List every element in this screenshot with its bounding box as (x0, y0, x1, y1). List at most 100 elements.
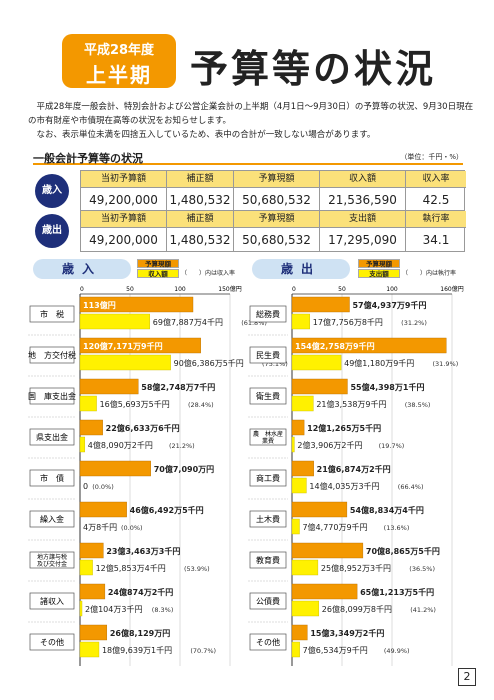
revenue-chart-heading: 歳入 (33, 259, 131, 279)
rate-label: (36.5%) (409, 565, 435, 573)
table-cell: 49,200,000 (81, 228, 167, 252)
budget-bar (79, 542, 104, 559)
budget-value-label: 120億7,171万9千円 (83, 341, 163, 351)
budget-bar (79, 378, 139, 395)
budget-bar (291, 501, 348, 518)
budget-bar (291, 337, 447, 354)
budget-value-label: 46億6,492万5千円 (130, 505, 204, 515)
table-cell: 49,200,000 (81, 188, 167, 212)
rate-label: (75.1%) (262, 360, 288, 368)
rate-label: (19.7%) (379, 442, 405, 450)
table-header: 予算現額 (234, 171, 320, 188)
legend-note: （ ）内は収入率 (181, 270, 236, 277)
expenditure-legend: 予算現額 支出額 （ ）内は執行率 (358, 259, 466, 279)
category-label-box (29, 592, 75, 610)
budget-value-label: 21億6,874万2千円 (317, 464, 391, 474)
category-label: 農 林水産 (253, 430, 283, 438)
x-tick-label: 50 (126, 286, 134, 293)
rate-label: (53.9%) (184, 565, 210, 573)
budget-bar (291, 583, 358, 600)
category-label-box (249, 305, 287, 323)
rate-label: (38.5%) (405, 401, 431, 409)
legend-budget: 予算現額 (137, 259, 179, 268)
category-label-box (249, 428, 287, 446)
category-label: 国 庫支出金 (28, 391, 76, 401)
budget-bar (79, 419, 103, 436)
actual-bar (79, 313, 150, 330)
intro-paragraph-2: なお、表示単位未満を四捨五入しているため、表中の合計が一致しない場合があります。 (36, 130, 376, 140)
table-cell: 42.5 (422, 193, 450, 207)
budget-bar (79, 337, 201, 354)
budget-value-label: 113億円 (83, 300, 116, 310)
actual-bar (291, 559, 319, 576)
category-label-box (249, 551, 287, 569)
budget-value-label: 12億1,265万5千円 (307, 423, 381, 433)
category-label-box (29, 510, 75, 528)
budget-bar (79, 624, 108, 641)
rate-label: (8.3%) (152, 606, 174, 614)
category-label: その他 (256, 637, 280, 647)
actual-bar (79, 395, 97, 412)
budget-value-label: 22億6,633万6千円 (106, 423, 180, 433)
category-label: 繰入金 (40, 514, 64, 524)
actual-bar (291, 354, 342, 371)
rate-label: (31.2%) (401, 319, 427, 327)
actual-value-label: 12億5,853万4千円 (96, 563, 166, 573)
actual-value-label: 7億4,770万9千円 (302, 522, 367, 532)
x-tick-label: 150億円 (218, 285, 241, 293)
budget-bar (291, 542, 364, 559)
actual-value-label: 26億8,099万8千円 (322, 604, 392, 614)
table-cell: 17,295,090 (320, 228, 406, 252)
intro-text: 平成28年度一般会計、特別会計および公営企業会計の上半期（4月1日～9月30日）… (28, 100, 476, 142)
revenue-grid: 当初予算額 補正額 予算現額 収入額 収入率 49,200,000 1,480,… (80, 170, 466, 212)
actual-value-label: 4億8,090万2千円 (88, 440, 153, 450)
category-label-box (29, 346, 75, 364)
x-tick-label: 0 (80, 286, 84, 293)
x-tick-label: 160億円 (440, 285, 463, 293)
category-label-box (249, 592, 287, 610)
category-label: その他 (40, 637, 64, 647)
category-label: 土木費 (256, 514, 280, 524)
actual-value-label: 2億104万3千円 (85, 604, 142, 614)
actual-bar (79, 559, 93, 576)
actual-bar (79, 354, 171, 371)
actual-value-label: 4万8千円 (83, 522, 117, 532)
category-label: 諸収入 (40, 596, 64, 606)
category-label: 教育費 (256, 555, 280, 565)
category-label-box (249, 469, 287, 487)
expenditure-grid: 当初予算額 補正額 予算現額 支出額 執行率 49,200,000 1,480,… (80, 210, 466, 252)
table-header: 予算現額 (234, 211, 320, 228)
period-badge: 平成28年度 上半期 (62, 34, 176, 88)
budget-value-label: 26億8,129万円 (110, 628, 170, 638)
actual-value-label: 18億9,639万1千円 (102, 645, 172, 655)
table-header: 補正額 (167, 171, 234, 188)
budget-bar (79, 583, 106, 600)
page-title: 予算等の状況 (190, 46, 437, 91)
legend-note: （ ）内は執行率 (402, 270, 457, 277)
category-label: 商工費 (256, 473, 280, 483)
actual-bar (291, 600, 320, 617)
budget-value-label: 70億7,090万円 (154, 464, 214, 474)
actual-bar (79, 436, 86, 453)
rate-label: (13.6%) (384, 524, 410, 532)
section-title: 一般会計予算等の状況 (33, 152, 143, 165)
category-label: 市 税 (40, 309, 64, 319)
budget-bar (79, 501, 127, 518)
budget-value-label: 54億8,834万4千円 (350, 505, 424, 515)
category-label-box (249, 510, 287, 528)
revenue-summary-table: 歳入 当初予算額 補正額 予算現額 収入額 収入率 49,200,000 1,4… (35, 170, 466, 212)
x-tick-label: 0 (292, 286, 296, 293)
expenditure-summary-table: 歳出 当初予算額 補正額 予算現額 支出額 執行率 49,200,000 1,4… (35, 210, 466, 252)
budget-bar (291, 419, 305, 436)
category-label-box (29, 387, 75, 405)
rate-label: (41.2%) (410, 606, 436, 614)
category-label-box (29, 633, 75, 651)
revenue-tag: 歳入 (35, 174, 69, 208)
actual-bar (79, 600, 83, 617)
actual-value-label: 2億3,906万2千円 (297, 440, 362, 450)
category-label: 民生費 (256, 350, 280, 360)
table-cell: 21,536,590 (320, 188, 406, 212)
table-header: 当初予算額 (81, 171, 167, 188)
actual-value-label: 25億8,952万3千円 (321, 563, 391, 573)
